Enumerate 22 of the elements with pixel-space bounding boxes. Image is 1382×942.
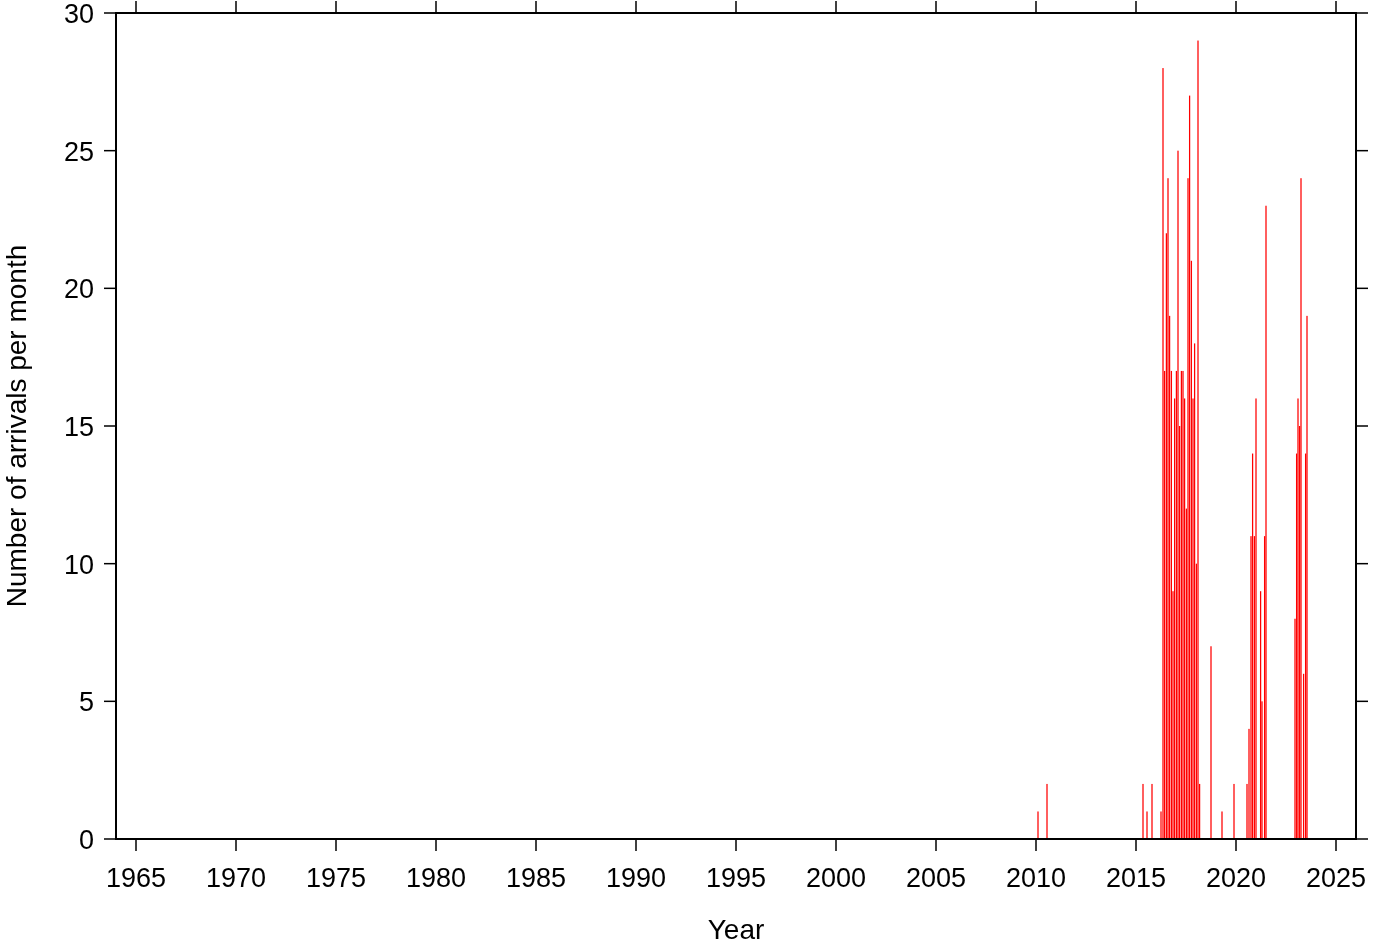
- y-tick-label: 25: [63, 136, 94, 167]
- x-tick-label: 1980: [405, 863, 467, 893]
- y-tick-label: 5: [78, 687, 94, 718]
- x-tick-label: 1985: [505, 863, 567, 893]
- x-tick-label: 2010: [1005, 863, 1067, 893]
- y-tick-label: 20: [63, 274, 94, 305]
- y-tick-label: 10: [63, 549, 94, 580]
- x-tick-label: 2005: [905, 863, 967, 893]
- y-axis-title: Number of arrivals per month: [1, 244, 32, 608]
- y-tick-label: 0: [78, 825, 94, 855]
- x-axis-title: Year: [707, 914, 765, 942]
- y-tick-label: 30: [63, 0, 94, 29]
- x-tick-label: 1975: [305, 863, 367, 893]
- x-tick-label: 2015: [1105, 863, 1167, 893]
- x-tick-label: 1990: [605, 863, 667, 893]
- y-tick-label: 15: [63, 412, 94, 442]
- x-tick-label: 1995: [705, 863, 767, 893]
- x-tick-label: 2025: [1305, 863, 1367, 893]
- x-tick-label: 2020: [1205, 863, 1267, 893]
- x-tick-label: 2000: [805, 863, 867, 893]
- x-tick-label: 1970: [205, 863, 267, 893]
- x-tick-label: 1965: [105, 863, 167, 893]
